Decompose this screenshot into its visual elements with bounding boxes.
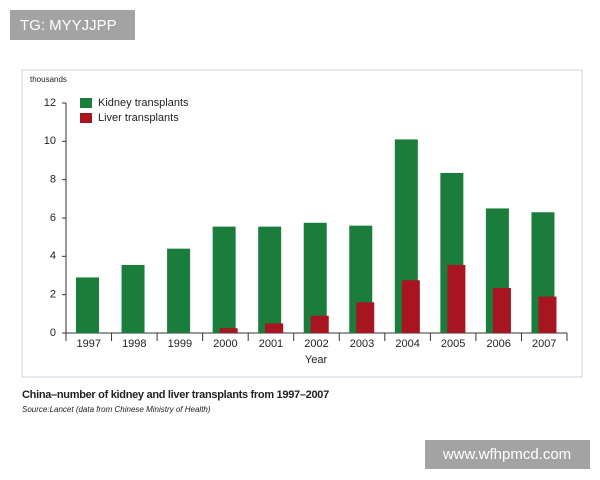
x-tick-label: 2001 bbox=[259, 338, 283, 350]
y-tick-label: 4 bbox=[50, 250, 56, 262]
x-tick-label: 2002 bbox=[304, 338, 328, 350]
bar bbox=[401, 280, 420, 333]
legend-swatch bbox=[80, 113, 92, 123]
bar bbox=[219, 328, 238, 333]
y-tick-label: 12 bbox=[44, 97, 56, 109]
watermark: www.wfhpmcd.com bbox=[442, 446, 571, 463]
bar bbox=[121, 264, 145, 333]
bar bbox=[310, 315, 329, 333]
y-tick-label: 8 bbox=[50, 174, 56, 186]
x-tick-label: 1998 bbox=[122, 338, 146, 350]
bar bbox=[265, 323, 284, 333]
y-unit-label: thousands bbox=[30, 75, 67, 84]
legend-swatch bbox=[80, 98, 92, 108]
x-tick-label: 2003 bbox=[350, 338, 374, 350]
watermark-box bbox=[10, 10, 135, 40]
x-tick-label: 2004 bbox=[395, 338, 419, 350]
legend-label: Liver transplants bbox=[98, 112, 179, 124]
bar bbox=[356, 302, 375, 333]
source: Source:Lancet (data from Chinese Ministr… bbox=[22, 405, 211, 414]
bar bbox=[447, 264, 466, 333]
y-tick-label: 10 bbox=[44, 135, 56, 147]
bar bbox=[538, 296, 557, 333]
x-tick-label: 2006 bbox=[486, 338, 510, 350]
bar bbox=[492, 287, 511, 333]
x-tick-label: 2007 bbox=[532, 338, 556, 350]
x-tick-label: 1999 bbox=[168, 338, 192, 350]
x-tick-label: 2000 bbox=[213, 338, 237, 350]
watermark-box bbox=[425, 440, 590, 469]
bar bbox=[76, 277, 99, 333]
bar bbox=[212, 226, 236, 333]
legend-label: Kidney transplants bbox=[98, 97, 189, 109]
caption: China–number of kidney and liver transpl… bbox=[22, 389, 329, 401]
x-axis-label: Year bbox=[305, 354, 328, 366]
bar bbox=[303, 222, 327, 333]
x-tick-label: 1997 bbox=[77, 338, 101, 350]
watermark: TG: MYYJJPP bbox=[20, 17, 117, 34]
x-tick-label: 2005 bbox=[441, 338, 465, 350]
bar bbox=[167, 248, 191, 333]
y-tick-label: 2 bbox=[50, 289, 56, 301]
y-tick-label: 0 bbox=[50, 327, 56, 339]
bar bbox=[258, 226, 282, 333]
y-tick-label: 6 bbox=[50, 212, 56, 224]
